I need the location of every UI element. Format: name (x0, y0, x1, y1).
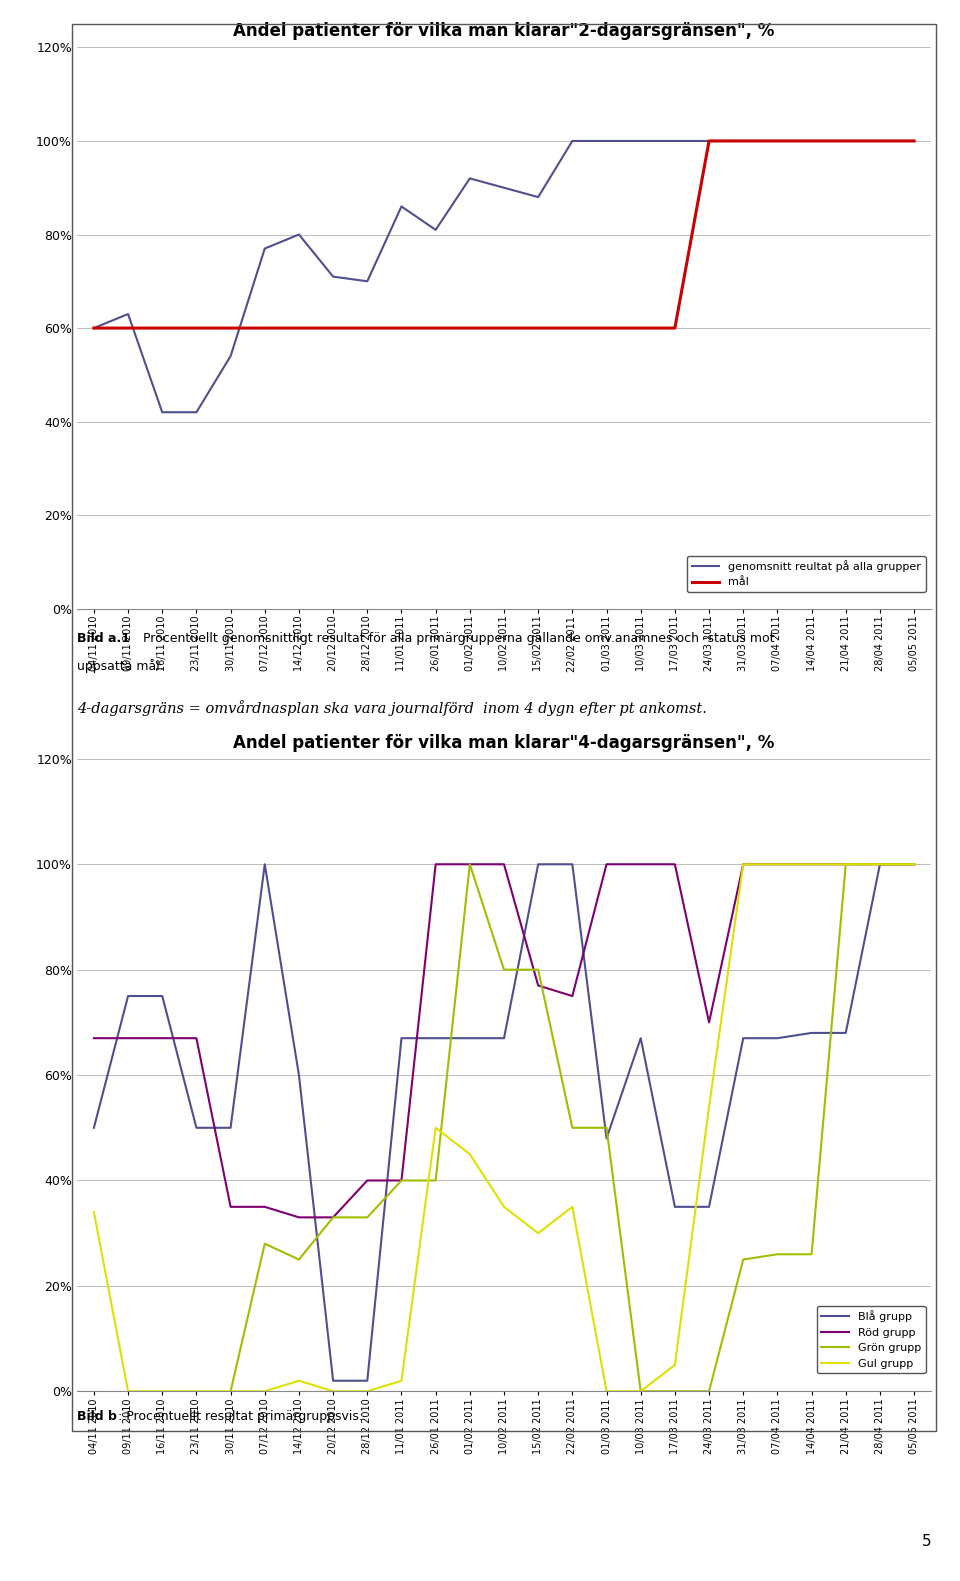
Title: Andel patienter för vilka man klarar"2-dagarsgränsen", %: Andel patienter för vilka man klarar"2-d… (233, 22, 775, 41)
Text: Procentuellt genomsnittligt resultat för alla primärgrupperna gällande omv.anamn: Procentuellt genomsnittligt resultat för… (139, 632, 775, 645)
Text: Bild a.1: Bild a.1 (77, 632, 130, 645)
Text: : Procentuellt resultat primärgruppsvis.: : Procentuellt resultat primärgruppsvis. (118, 1410, 363, 1423)
Text: uppsatta mål.: uppsatta mål. (77, 659, 163, 674)
Legend: genomsnitt reultat på alla grupper, mål: genomsnitt reultat på alla grupper, mål (687, 555, 925, 591)
Title: Andel patienter för vilka man klarar"4-dagarsgränsen", %: Andel patienter för vilka man klarar"4-d… (233, 734, 775, 753)
Text: 4-dagarsgräns = omvårdnasplan ska vara journalförd  inom 4 dygn efter pt ankomst: 4-dagarsgräns = omvårdnasplan ska vara j… (77, 700, 707, 716)
Legend: Blå grupp, Röd grupp, Grön grupp, Gul grupp: Blå grupp, Röd grupp, Grön grupp, Gul gr… (817, 1306, 925, 1372)
Text: Bild b: Bild b (77, 1410, 117, 1423)
Text: 5: 5 (922, 1535, 931, 1549)
